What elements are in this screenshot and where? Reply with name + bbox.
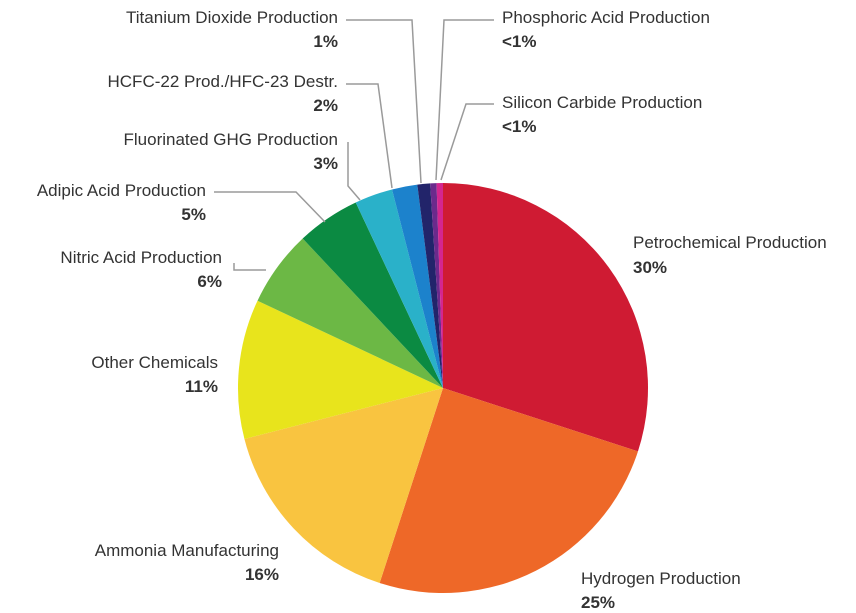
leader-line-6 — [214, 191, 326, 223]
pie-slice-6 — [302, 202, 443, 388]
leader-line-7 — [347, 142, 361, 201]
pie-slice-4 — [238, 300, 443, 439]
slice-label-percent-8: 2% — [313, 96, 338, 115]
pie-slice-9 — [417, 183, 443, 388]
pie-slice-3 — [244, 388, 443, 583]
slice-label-percent-6: 5% — [181, 205, 206, 224]
pie-slice-8 — [392, 184, 443, 388]
pie-slice-2 — [379, 388, 638, 594]
slice-label-name-8: HCFC-22 Prod./HFC-23 Destr. — [108, 72, 339, 91]
pie-slice-11 — [436, 183, 443, 388]
slice-label-percent-7: 3% — [313, 154, 338, 173]
slice-label-name-6: Adipic Acid Production — [37, 181, 206, 200]
leader-line-8 — [346, 83, 393, 189]
slice-label-name-10: Silicon Carbide Production — [502, 93, 702, 112]
slice-label-name-4: Other Chemicals — [91, 353, 218, 372]
pie-slices — [238, 183, 649, 594]
pie-slice-5 — [257, 238, 443, 388]
slice-label-percent-3: 16% — [245, 565, 279, 584]
pie-slice-1 — [443, 183, 649, 452]
slice-label-name-5: Nitric Acid Production — [60, 248, 222, 267]
slice-label-name-3: Ammonia Manufacturing — [95, 541, 279, 560]
slice-label-percent-11: <1% — [502, 32, 537, 51]
slice-label-percent-2: 25% — [581, 593, 615, 612]
slice-label-percent-9: 1% — [313, 32, 338, 51]
slice-labels: Petrochemical Production 30% Hydrogen Prod… — [37, 8, 827, 612]
slice-label-name-2: Hydrogen Production — [581, 569, 741, 588]
pie-slice-10 — [430, 183, 443, 388]
leader-line-10 — [440, 103, 494, 181]
pie-slice-7 — [355, 189, 443, 388]
slice-label-percent-5: 6% — [197, 272, 222, 291]
slice-label-percent-4: 11% — [185, 377, 218, 396]
slice-label-name-1: Petrochemical Production — [633, 233, 827, 252]
slice-label-percent-10: <1% — [502, 117, 537, 136]
slice-label-name-7: Fluorinated GHG Production — [124, 130, 339, 149]
leader-lines — [214, 19, 494, 271]
slice-label-percent-1: 30% — [633, 258, 667, 277]
slice-label-name-9: Titanium Dioxide Production — [126, 8, 338, 27]
leader-line-9 — [346, 19, 422, 184]
slice-label-name-11: Phosphoric Acid Production — [502, 8, 710, 27]
leader-line-5 — [233, 263, 266, 271]
leader-line-11 — [435, 19, 494, 181]
